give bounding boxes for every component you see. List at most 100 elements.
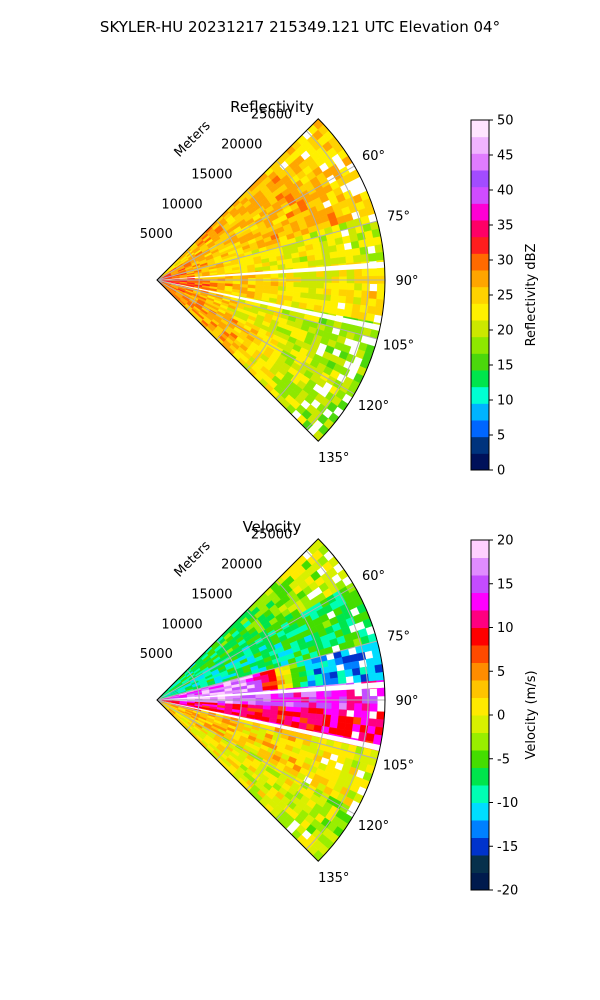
azimuth-tick-label: 120° [358,399,389,414]
radar-cell [337,256,347,265]
colorbar-swatch [471,575,489,593]
colorbar-swatch [471,610,489,628]
radar-cell [300,261,309,268]
range-tick-label: 25000 [251,528,292,543]
colorbar-swatch [471,270,489,288]
velocity-panel: Velocity 5000 10000 15000 20000 25000 Meters 6… [140,518,539,899]
radar-cell [361,283,370,292]
radar-cell [315,679,324,687]
radar-cell [316,377,327,388]
radar-cell [263,281,272,287]
radar-cell [351,303,361,313]
radar-cell [209,696,218,700]
range-tick-label: 20000 [221,558,262,573]
radar-cell [285,706,294,713]
radar-cell [345,255,355,264]
radar-cell [331,282,340,290]
radar-cell [225,275,234,280]
azimuth-tick-label: 120° [358,819,389,834]
radar-cell [300,707,310,714]
radar-cell [255,281,264,286]
radar-cell [351,247,361,257]
radar-cell [315,288,325,295]
figure-title: SKYLER-HU 20231217 215349.121 UTC Elevat… [100,18,500,36]
azimuth-tick-label: 105° [383,759,414,774]
colorbar-tick-label: 5 [497,429,505,444]
colorbar-swatch [471,855,489,873]
radar-cell [300,681,309,688]
radar-cell [314,673,324,681]
radar-cell [255,694,264,699]
radar-cell [322,678,332,686]
radar-cell [292,682,302,689]
colorbar-tick-label: 5 [497,665,505,680]
azimuth-spoke [156,279,355,395]
radar-cell [366,725,376,735]
colorbar-swatch [471,403,489,421]
radar-cell [368,290,378,300]
radar-cell [354,283,363,291]
radar-cell [367,298,377,308]
radar-cell [366,665,376,675]
reflectivity-panel: Reflectivity 5000 10000 15000 20000 25000 Met… [140,98,539,479]
radar-cell [315,708,325,715]
radar-cell [353,290,363,299]
colorbar-tick-label: 10 [497,621,514,636]
colorbar-tick-label: -10 [497,796,518,811]
radar-cell [354,703,363,711]
radar-cell [278,693,287,699]
colorbar-swatch [471,837,489,856]
radar-cell [376,283,386,293]
radar-cell [314,253,324,261]
colorbar-tick-label: 15 [497,577,514,592]
radar-cell [369,268,378,277]
radar-cell [300,691,310,698]
radar-cell [351,667,361,677]
azimuth-tick-label: 90° [395,694,418,709]
radar-cell [367,672,377,682]
colorbar-label: Reflectivity dBZ [524,244,539,347]
radar-cell [375,671,385,682]
radar-cell [330,677,339,685]
radar-cell [316,691,325,698]
radar-cell [346,289,355,298]
azimuth-tick-label: 90° [395,274,418,289]
radar-cell [293,706,302,713]
colorbar-label: Velocity (m/s) [524,670,539,759]
azimuth-spoke [156,585,355,701]
colorbar-tick-label: -15 [497,840,518,855]
colorbar-swatch [471,750,489,768]
colorbar-tick-label: 30 [497,254,514,269]
colorbar-swatch [471,767,489,786]
colorbar-swatch [471,592,489,611]
radar-cell [331,702,340,710]
reflectivity-sector-plot: 5000 10000 15000 20000 25000 Meters 60° 75° 90° 1… [140,108,419,466]
radar-cell [335,308,345,317]
radar-cell [338,289,347,297]
radar-cell [330,715,339,723]
radar-cell [322,714,332,722]
radar-cell [308,282,317,289]
radar-cell [263,273,272,279]
azimuth-spoke [156,165,355,281]
colorbar-swatch [471,320,489,338]
colorbar-tick-label: -20 [497,884,518,899]
radar-cell [376,291,385,301]
colorbar-swatch [471,136,489,154]
radar-cell [336,670,346,678]
radar-cell [336,250,346,258]
beam-gap [157,700,381,751]
sector-frame [156,118,386,442]
colorbar-tick-label: 0 [497,464,505,479]
panel-title: Velocity [243,518,302,536]
colorbar-swatch [471,336,489,354]
range-tick-label: 5000 [140,647,173,662]
azimuth-spoke [156,279,378,340]
radar-cell [375,251,385,262]
radar-cell [365,237,375,247]
radar-cell [307,680,317,687]
radar-cell [330,708,340,717]
azimuth-spoke [156,640,378,701]
radar-cell [352,674,362,683]
radar-cell [361,290,370,299]
